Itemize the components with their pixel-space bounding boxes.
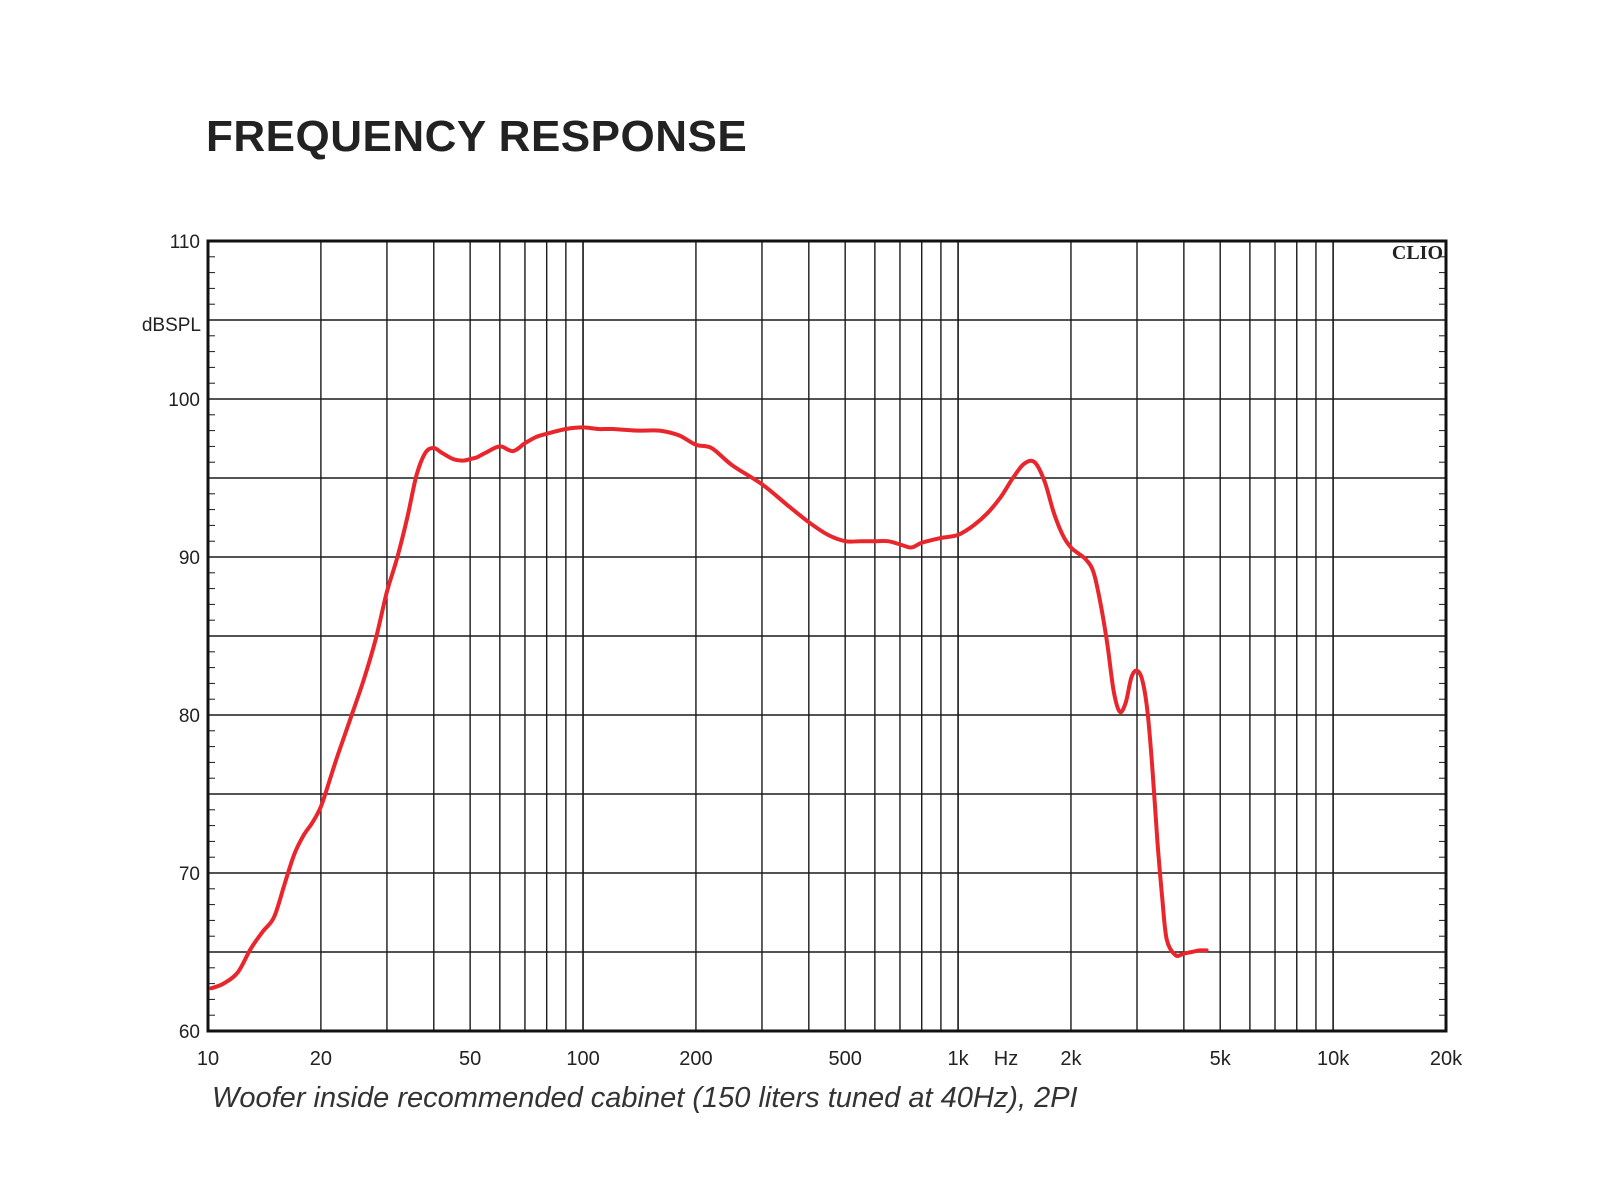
x-tick-label: 20k — [1430, 1048, 1463, 1070]
x-tick-label: 10 — [197, 1048, 219, 1070]
x-tick-label: 20 — [310, 1048, 332, 1070]
chart-caption: Woofer inside recommended cabinet (150 l… — [212, 1082, 1078, 1114]
x-axis-unit: Hz — [994, 1048, 1018, 1070]
x-tick-label: 5k — [1210, 1048, 1232, 1070]
x-tick-label: 200 — [679, 1048, 712, 1070]
y-axis-label: dBSPL — [142, 315, 201, 336]
plot-frame — [206, 239, 1448, 1033]
x-tick-label: 1k — [948, 1048, 970, 1070]
x-tick-label: 100 — [566, 1048, 599, 1070]
y-tick-label: 80 — [179, 706, 200, 727]
major-grid — [208, 241, 1446, 1031]
x-tick-label: 500 — [828, 1048, 861, 1070]
page-title: FREQUENCY RESPONSE — [206, 112, 748, 161]
x-tick-label: 2k — [1060, 1048, 1082, 1070]
y-tick-label: 110 — [170, 232, 200, 253]
x-tick-label: 50 — [459, 1048, 481, 1070]
x-tick-label: 10k — [1317, 1048, 1350, 1070]
x-tick-labels: 10 20 50 100 200 500 1k 2k 5k 10k 20k — [197, 1048, 1463, 1070]
y-tick-label: 90 — [179, 548, 200, 569]
y-tick-labels: 60 70 80 90 100 110 — [168, 232, 200, 1043]
frequency-response-line — [209, 425, 1209, 991]
y-tick-label: 60 — [179, 1022, 200, 1043]
clio-watermark: CLIO — [1392, 242, 1443, 264]
y-tick-label: 70 — [179, 864, 200, 885]
y-tick-label: 100 — [168, 390, 200, 411]
